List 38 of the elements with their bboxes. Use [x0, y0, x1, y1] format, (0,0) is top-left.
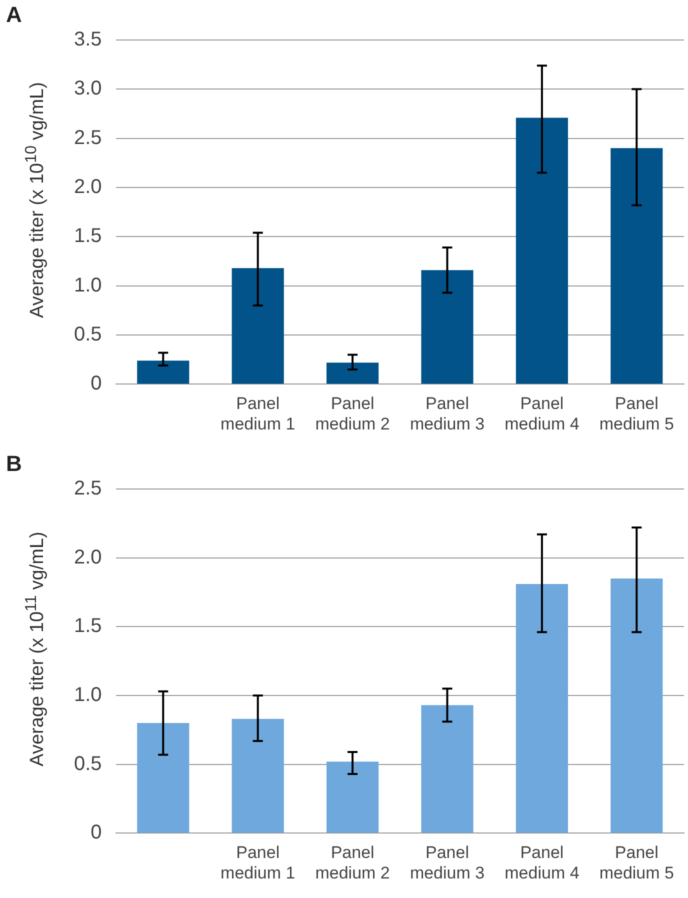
bar	[610, 148, 663, 384]
bar	[232, 718, 284, 833]
bar	[326, 762, 379, 833]
y-tick-label: 1.5	[74, 615, 102, 638]
bar	[137, 360, 190, 384]
y-tick-label: 1.5	[74, 225, 102, 248]
x-tick-label: Panel medium 3	[410, 843, 485, 882]
bar	[326, 362, 379, 384]
y-tick-label: 0	[90, 822, 102, 844]
bar	[516, 584, 568, 833]
bar	[232, 268, 284, 384]
x-tick-label: Panel medium 5	[599, 394, 674, 434]
x-tick-label: Panel medium 4	[504, 394, 580, 434]
y-tick-label: 1.0	[74, 684, 102, 706]
chart-title: B	[6, 451, 22, 477]
x-tick-label: Panel medium 3	[410, 394, 485, 434]
y-tick-label: 3.0	[74, 78, 102, 100]
x-tick-label: Panel medium 4	[504, 843, 580, 882]
y-tick-label: 0	[90, 372, 102, 395]
y-tick-label: 0.5	[74, 324, 102, 346]
y-tick-label: 0.5	[74, 752, 102, 775]
x-tick-label: Panel medium 1	[220, 843, 296, 882]
chart-title: A	[6, 2, 22, 28]
x-tick-label: Panel medium 5	[599, 843, 674, 882]
x-tick-label: Panel medium 2	[315, 843, 390, 882]
y-tick-label: 2.5	[74, 478, 102, 500]
y-tick-label: 2.5	[74, 126, 102, 149]
bar	[421, 270, 474, 384]
x-tick-label: Panel medium 2	[315, 394, 390, 434]
x-tick-label: Panel medium 1	[220, 394, 296, 434]
y-tick-label: 3.5	[74, 28, 102, 51]
bar	[421, 705, 474, 833]
y-tick-label: 2.0	[74, 546, 102, 568]
bar	[516, 118, 568, 384]
bar	[137, 723, 190, 833]
y-tick-label: 2.0	[74, 176, 102, 198]
y-tick-label: 1.0	[74, 274, 102, 296]
bar	[610, 578, 663, 833]
